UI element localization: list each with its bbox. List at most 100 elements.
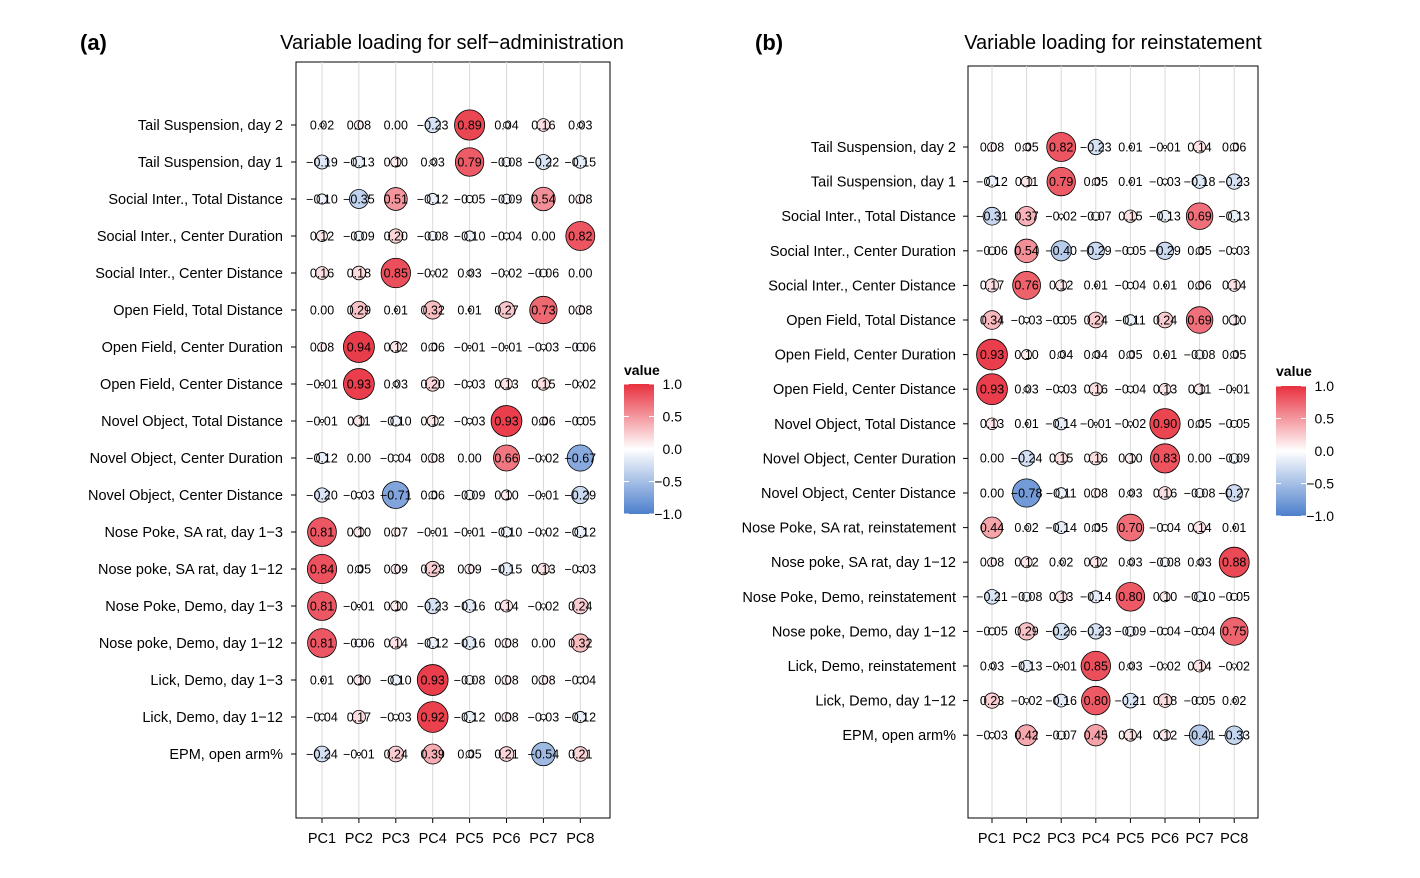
panel-a-cell-value: −0.02	[528, 599, 560, 613]
panel-a-row-label: Tail Suspension, day 2	[138, 118, 283, 134]
panel-b-cell-value: −0.05	[1218, 417, 1250, 431]
panel-b-bubble	[1020, 659, 1033, 673]
panel-b-row-label: Open Field, Total Distance	[786, 313, 956, 329]
panel-b-cell-value: −0.21	[1115, 694, 1147, 708]
panel-a-cell-value: 0.12	[384, 340, 408, 354]
panel-b-bubble	[1086, 241, 1105, 260]
panel-a-row-label: Open Field, Center Distance	[100, 377, 283, 393]
panel-b-bubble	[988, 627, 996, 636]
panel-b-bubble	[987, 246, 997, 256]
panel-b-bubble	[1052, 622, 1070, 640]
panel-b-cell-value: 0.12	[1049, 279, 1073, 293]
panel-a-cell-value: 0.03	[568, 118, 592, 132]
panel-b-bubble	[1196, 559, 1203, 566]
panel-b-bubble	[1122, 692, 1139, 709]
panel-a-cell-value: 0.08	[531, 673, 555, 687]
panel-a-bubble	[462, 636, 477, 650]
panel-a-cell-value: −0.16	[454, 636, 486, 650]
panel-a-bubble	[390, 415, 402, 427]
panel-b-cell-value: −0.08	[1184, 486, 1216, 500]
panel-b-x-tick-label: PC3	[1047, 831, 1075, 847]
panel-b-bubble	[1230, 592, 1239, 601]
panel-a-row-label: Social Inter., Center Duration	[97, 229, 283, 245]
panel-b-bubble	[984, 589, 1000, 605]
panel-b-cell-value: −0.27	[1218, 486, 1250, 500]
panel-a-cell-value: 0.16	[310, 266, 334, 280]
panel-a-cell-value: −0.71	[380, 488, 412, 502]
panel-a-cell-value: −0.03	[528, 710, 560, 724]
panel-b-cell-value: 0.24	[1084, 313, 1108, 327]
panel-a-bubble	[424, 597, 441, 615]
panel-b-bubble	[1163, 283, 1168, 288]
panel-a-row-label: Open Field, Center Duration	[102, 340, 283, 356]
panel-a-cell-value: −0.03	[454, 414, 486, 428]
panel-b-cell-value: −0.16	[1045, 694, 1077, 708]
panel-a-cell-value: −0.01	[491, 340, 523, 354]
panel-a-bubble	[503, 270, 510, 276]
panel-b-cell-value: −0.05	[1115, 244, 1147, 258]
panel-a-cell-value: 0.23	[421, 562, 445, 576]
panel-a-cell-value: −0.12	[564, 525, 596, 539]
panel-a-cell-value: 0.10	[384, 599, 408, 613]
panel-a-cell-value: 0.06	[531, 414, 555, 428]
panel-b-bubble	[976, 373, 1008, 406]
panel-b-bubble	[1087, 311, 1105, 329]
panel-a-cell-value: 0.04	[494, 118, 518, 132]
panel-a-bubble	[387, 745, 405, 763]
panel-b-bubble	[1228, 210, 1241, 223]
panel-a-row-label: Novel Object, Center Duration	[90, 451, 283, 467]
panel-b-cell-value: −0.01	[1080, 417, 1112, 431]
panel-a-bubble	[313, 745, 331, 763]
panel-b-bubble	[1196, 627, 1204, 636]
panel-a-label: (a)	[80, 30, 107, 55]
panel-b-cell-value: 0.14	[1187, 659, 1211, 673]
panel-b-cell-value: −0.03	[1149, 175, 1181, 189]
panel-a-bubble	[536, 377, 551, 391]
panel-a-bubble	[306, 553, 338, 585]
panel-b-bubble	[1193, 383, 1206, 395]
panel-a-cell-value: −0.03	[343, 488, 375, 502]
panel-a-bubble	[467, 344, 472, 349]
panel-b-cell-value: −0.26	[1045, 625, 1077, 639]
panel-a-cell-value: −0.12	[454, 710, 486, 724]
panel-a-x-tick-label: PC4	[419, 831, 447, 847]
panel-a-bubble	[576, 676, 584, 684]
panel-a-bubble	[424, 560, 441, 578]
panel-a-bubble	[389, 341, 402, 353]
panel-b-cell-value: 0.01	[1118, 175, 1142, 189]
legend-a-tick-label: −1.0	[654, 506, 682, 522]
panel-a-cell-value: −0.02	[417, 266, 449, 280]
panel-b-cell-value: 0.54	[1014, 244, 1038, 258]
panel-a-cell-value: 0.13	[531, 562, 555, 576]
panel-b-row-label: Social Inter., Total Distance	[781, 209, 956, 225]
panel-b-bubble	[1194, 349, 1205, 360]
panel-b-bubble	[1194, 488, 1205, 498]
panel-b-bubble	[1124, 452, 1136, 464]
panel-a-bubble	[426, 193, 439, 205]
panel-a-bubble	[428, 342, 438, 352]
panel-b-bubble	[1022, 143, 1031, 151]
panel-a-row-label: Social Inter., Total Distance	[108, 192, 283, 208]
panel-a-bubble	[502, 232, 511, 240]
panel-a-cell-value: −0.10	[380, 673, 412, 687]
panel-a-bubble	[467, 530, 472, 535]
panel-b-row-label: Open Field, Center Duration	[775, 348, 956, 364]
panel-b-cell-value: 0.05	[1084, 521, 1108, 535]
legend-b: value 1.0 0.5 0.0 −0.5 −1.0	[1276, 363, 1334, 524]
panel-a-cell-value: 0.10	[384, 155, 408, 169]
panel-a-cell-value: −0.04	[491, 229, 523, 243]
panel-b-bubble	[1231, 697, 1237, 704]
panel-b-bubble	[1081, 685, 1111, 716]
panel-b-bubble	[1155, 241, 1175, 260]
panel-a-cell-value: −0.19	[306, 155, 338, 169]
panel-b-bubble	[1159, 729, 1171, 742]
panel-b-bubble	[1158, 210, 1172, 223]
panel-a-cell-value: −0.01	[343, 599, 375, 613]
panel-b-cell-value: 0.06	[1187, 279, 1211, 293]
panel-b-x-tick-label: PC1	[978, 831, 1006, 847]
panel-a-cell-value: 0.03	[421, 155, 445, 169]
panel-b-x-tick-label: PC8	[1220, 831, 1248, 847]
panel-a-bubble	[356, 604, 361, 609]
legend-b-title: value	[1276, 363, 1312, 379]
